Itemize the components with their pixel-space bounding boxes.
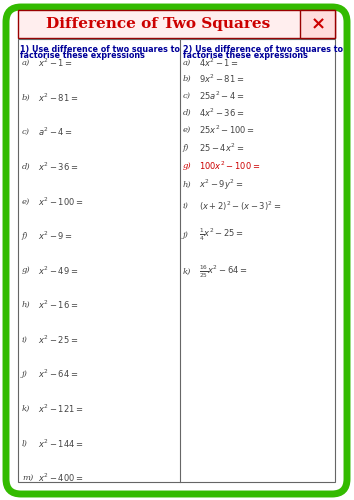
Text: $(x+2)^2-(x-3)^2 =$: $(x+2)^2-(x-3)^2 =$ — [199, 200, 281, 212]
Text: $x^2 -49 =$: $x^2 -49 =$ — [38, 264, 78, 276]
Text: $x^2 -16 =$: $x^2 -16 =$ — [38, 299, 78, 312]
Text: $x^2-36 =$: $x^2-36 =$ — [38, 160, 78, 173]
Text: i): i) — [183, 202, 189, 210]
Text: f): f) — [183, 144, 189, 152]
Text: Difference of Two Squares: Difference of Two Squares — [46, 17, 270, 31]
Text: $\frac{16}{25}x^2 - 64 =$: $\frac{16}{25}x^2 - 64 =$ — [199, 264, 247, 280]
Text: m): m) — [22, 474, 33, 482]
Text: i): i) — [22, 336, 28, 344]
Text: k): k) — [22, 405, 30, 413]
Text: g): g) — [22, 266, 31, 274]
Text: e): e) — [183, 126, 191, 134]
Text: g): g) — [183, 162, 192, 170]
Text: b): b) — [183, 75, 192, 83]
Text: $25 - 4x^2 =$: $25 - 4x^2 =$ — [199, 142, 244, 154]
Text: $9x^2-81 =$: $9x^2-81 =$ — [199, 73, 244, 85]
Bar — [18, 39, 335, 482]
Text: a): a) — [22, 59, 30, 67]
Text: h): h) — [183, 181, 192, 189]
Text: j): j) — [183, 231, 189, 239]
Text: $25x^2 -100 =$: $25x^2 -100 =$ — [199, 124, 255, 136]
Text: $x^2-1 =$: $x^2-1 =$ — [38, 57, 73, 69]
Text: a): a) — [183, 59, 191, 67]
Text: $x^2-81 =$: $x^2-81 =$ — [38, 92, 78, 104]
Text: $4x^2-36 =$: $4x^2-36 =$ — [199, 107, 244, 119]
Text: 2) Use difference of two squares to: 2) Use difference of two squares to — [183, 45, 343, 54]
Text: factorise these expressions: factorise these expressions — [20, 51, 145, 60]
Text: d): d) — [22, 163, 31, 171]
Text: f): f) — [22, 232, 28, 240]
Text: factorise these expressions: factorise these expressions — [183, 51, 308, 60]
Text: e): e) — [22, 198, 30, 205]
Text: l): l) — [22, 440, 28, 448]
Text: $100x^2 - 100 =$: $100x^2 - 100 =$ — [199, 160, 260, 172]
Text: $x^2 -9 =$: $x^2 -9 =$ — [38, 230, 73, 242]
Text: j): j) — [22, 370, 28, 378]
Text: c): c) — [22, 128, 30, 136]
Text: $x^2 -400 =$: $x^2 -400 =$ — [38, 472, 84, 484]
Text: $x^2 -144 =$: $x^2 -144 =$ — [38, 437, 84, 450]
Text: 1) Use difference of two squares to: 1) Use difference of two squares to — [20, 45, 180, 54]
Text: $x^2 -121 =$: $x^2 -121 =$ — [38, 402, 84, 415]
Text: $x^2 -100 =$: $x^2 -100 =$ — [38, 195, 84, 207]
Text: $x^2 -25 =$: $x^2 -25 =$ — [38, 334, 78, 346]
Text: $a^2-4 =$: $a^2-4 =$ — [38, 126, 73, 138]
Text: $4x^2-1 =$: $4x^2-1 =$ — [199, 57, 239, 69]
Bar — [300, 10, 335, 38]
Text: $x^2 -64 =$: $x^2 -64 =$ — [38, 368, 78, 380]
Text: $25a^2-4 =$: $25a^2-4 =$ — [199, 90, 245, 102]
Text: k): k) — [183, 268, 192, 276]
Text: c): c) — [183, 92, 191, 100]
Text: $\mathbf{\times}$: $\mathbf{\times}$ — [310, 15, 324, 33]
Text: h): h) — [22, 301, 31, 309]
Text: $x^2-9y^2 =$: $x^2-9y^2 =$ — [199, 178, 243, 192]
Text: $\frac{1}{4}x^2 - 25 =$: $\frac{1}{4}x^2 - 25 =$ — [199, 227, 244, 243]
FancyBboxPatch shape — [6, 7, 347, 494]
Bar — [18, 10, 335, 38]
Text: d): d) — [183, 109, 192, 117]
Text: b): b) — [22, 94, 31, 102]
